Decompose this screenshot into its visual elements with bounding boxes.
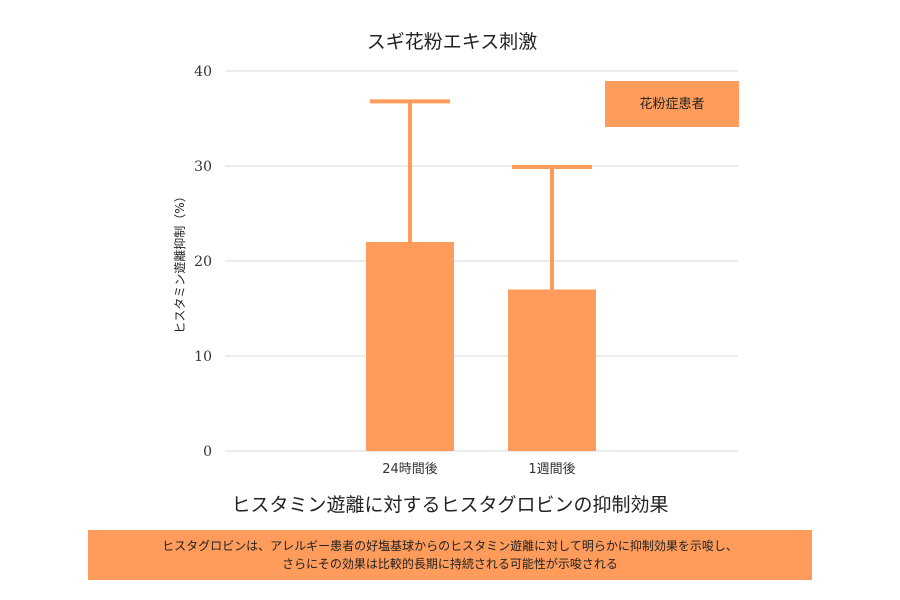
x-category-label-2: 1週間後 <box>528 462 575 477</box>
note-box: ヒスタグロビンは、アレルギー患者の好塩基球からのヒスタミン遊離に対して明らかに抑… <box>88 530 812 580</box>
note-line-2: さらにその効果は比較的長期に持続される可能性が示唆される <box>282 557 618 571</box>
y-tick-label-20: 20 <box>194 254 212 270</box>
chart-title: スギ花粉エキス刺激 <box>367 31 537 53</box>
x-category-label-1: 24時間後 <box>382 462 438 477</box>
note-line-1: ヒスタグロビンは、アレルギー患者の好塩基球からのヒスタミン遊離に対して明らかに抑… <box>162 539 738 553</box>
y-tick-label-40: 40 <box>194 64 212 80</box>
error-bars <box>370 99 592 290</box>
chart-subtitle: ヒスタミン遊離に対するヒスタグロビンの抑制効果 <box>231 494 669 516</box>
grid-lines <box>225 70 738 452</box>
legend-label: 花粉症患者 <box>639 96 704 112</box>
x-category-labels: 24時間後 1週間後 <box>382 462 575 477</box>
bar-2 <box>508 289 596 451</box>
y-tick-label-10: 10 <box>194 349 212 365</box>
legend: 花粉症患者 <box>605 81 739 127</box>
bar-1 <box>366 242 454 451</box>
legend-swatch <box>605 81 739 127</box>
y-tick-label-0: 0 <box>203 444 212 460</box>
y-tick-labels: 0 10 20 30 40 <box>194 64 212 460</box>
bar-chart: スギ花粉エキス刺激 0 10 20 30 40 24時間後 1週間後 ヒスタミン遊離抑制（… <box>172 31 739 477</box>
bars <box>366 242 596 451</box>
y-tick-label-30: 30 <box>194 159 212 175</box>
y-axis-label: ヒスタミン遊離抑制（%） <box>172 190 187 333</box>
